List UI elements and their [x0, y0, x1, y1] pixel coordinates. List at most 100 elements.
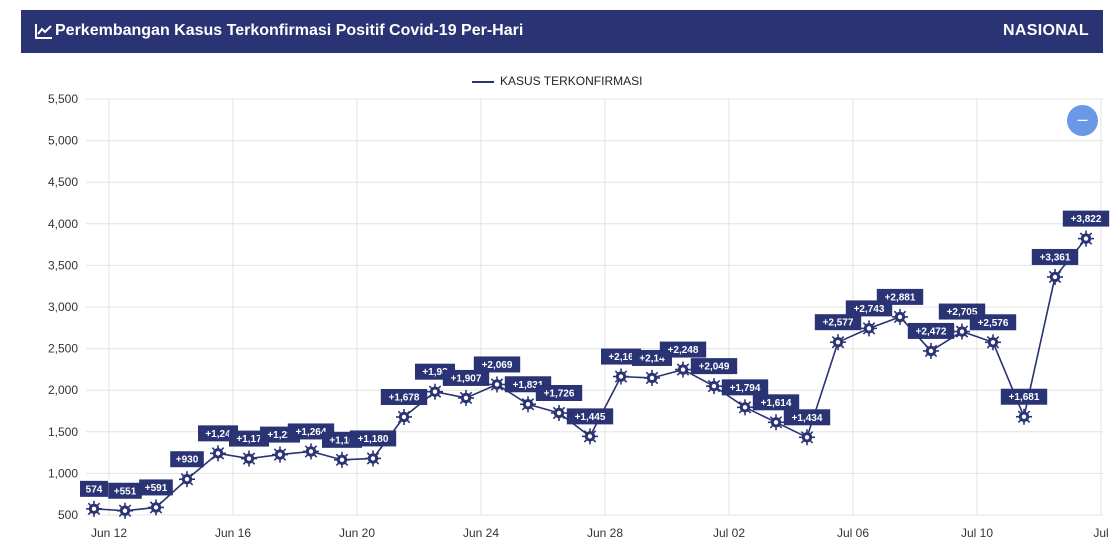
x-tick-label: Jun 24	[463, 526, 499, 540]
data-label-box	[783, 409, 831, 426]
data-point-marker	[427, 383, 443, 400]
data-label: +1,794	[730, 383, 761, 394]
data-label: +1,445	[575, 412, 606, 423]
data-label: +1,907	[451, 373, 482, 384]
x-tick-label: Jun 16	[215, 526, 251, 540]
x-tick-label: Jul 10	[961, 526, 993, 540]
data-label: +1,17	[236, 434, 262, 445]
data-point-marker	[179, 471, 195, 488]
data-label: +1,264	[296, 427, 327, 438]
data-label: +591	[145, 483, 168, 494]
marker-center	[215, 451, 221, 456]
x-tick-label: Jun 12	[91, 526, 127, 540]
marker-center	[587, 434, 593, 439]
data-label-box	[690, 358, 738, 375]
data-label-box	[535, 384, 583, 401]
marker-center	[122, 508, 128, 513]
marker-center	[804, 435, 810, 440]
data-point-marker	[396, 408, 412, 425]
data-label-box	[601, 348, 641, 365]
minus-icon: –	[1077, 109, 1088, 129]
marker-center	[184, 477, 190, 482]
marker-center	[928, 348, 934, 354]
data-point-marker	[737, 399, 753, 416]
collapse-button[interactable]: –	[1067, 105, 1098, 136]
data-label-box	[229, 430, 269, 447]
y-tick-label: 4,500	[48, 175, 78, 189]
data-point-marker	[551, 404, 567, 421]
data-label: +1,98	[422, 367, 448, 378]
data-point-marker	[830, 334, 846, 351]
data-point-marker	[613, 368, 629, 385]
data-point-marker	[520, 396, 536, 413]
data-point-marker	[768, 414, 784, 431]
data-label: +2,049	[699, 362, 730, 373]
x-tick-label: Jun 20	[339, 526, 375, 540]
data-label: +1,678	[389, 392, 420, 403]
marker-center	[1052, 274, 1058, 280]
data-label: +1,22	[267, 430, 293, 441]
y-tick-label: 4,000	[48, 217, 78, 231]
data-point-marker	[861, 320, 877, 337]
x-tick-label: Jul 02	[713, 526, 745, 540]
marker-center	[711, 383, 717, 389]
marker-center	[649, 375, 655, 381]
data-point-marker	[799, 429, 815, 446]
data-label-box	[349, 430, 397, 447]
marker-center	[866, 326, 872, 331]
marker-center	[742, 405, 748, 410]
data-label-box	[80, 480, 108, 497]
marker-center	[990, 340, 996, 345]
data-point-marker	[117, 502, 133, 519]
data-label-box	[876, 288, 924, 305]
data-label-box	[566, 408, 614, 425]
data-point-marker	[923, 342, 939, 359]
marker-center	[246, 456, 252, 461]
data-label-box	[442, 369, 490, 386]
legend-swatch	[472, 81, 494, 83]
data-label-box	[659, 341, 707, 358]
marker-center	[494, 382, 500, 387]
y-tick-label: 1,000	[48, 466, 78, 480]
data-label: +2,577	[823, 318, 854, 329]
data-label-box	[1000, 388, 1048, 405]
data-label-box	[1062, 210, 1110, 227]
marker-center	[91, 506, 97, 512]
data-label: +551	[114, 486, 137, 497]
data-point-marker	[303, 443, 319, 460]
data-point-marker	[148, 499, 164, 516]
y-tick-label: 3,000	[48, 300, 78, 314]
marker-center	[339, 457, 345, 463]
data-label-box	[198, 425, 238, 442]
marker-center	[680, 367, 686, 372]
data-label: +930	[176, 455, 199, 466]
data-label: +1,180	[358, 434, 389, 445]
data-point-marker	[458, 389, 474, 406]
data-label-box	[969, 314, 1017, 331]
marker-center	[1021, 414, 1027, 419]
y-tick-label: 5,000	[48, 134, 78, 148]
marker-center	[308, 449, 314, 454]
marker-center	[432, 389, 438, 394]
data-label: +2,743	[854, 304, 885, 315]
data-label: +1,434	[792, 413, 823, 424]
data-point-marker	[954, 323, 970, 340]
data-label: +1,681	[1009, 392, 1040, 403]
data-label: +1,726	[544, 388, 575, 399]
marker-center	[401, 414, 407, 420]
data-label: +1,16	[329, 435, 355, 446]
data-label-box	[170, 451, 204, 468]
data-point-marker	[241, 450, 257, 467]
data-label: +2,881	[885, 292, 916, 303]
data-point-marker	[1016, 408, 1032, 425]
data-label-box	[752, 394, 800, 411]
chart-title: Perkembangan Kasus Terkonfirmasi Positif…	[55, 22, 524, 39]
x-tick-label: Jul 06	[837, 526, 869, 540]
y-tick-label: 1,500	[48, 425, 78, 439]
data-label: 574	[86, 484, 103, 495]
data-label: +2,705	[947, 307, 978, 318]
data-label-box	[380, 388, 428, 405]
data-label-box	[473, 356, 521, 373]
data-point-marker	[675, 361, 691, 378]
data-label: +2,472	[916, 326, 947, 337]
